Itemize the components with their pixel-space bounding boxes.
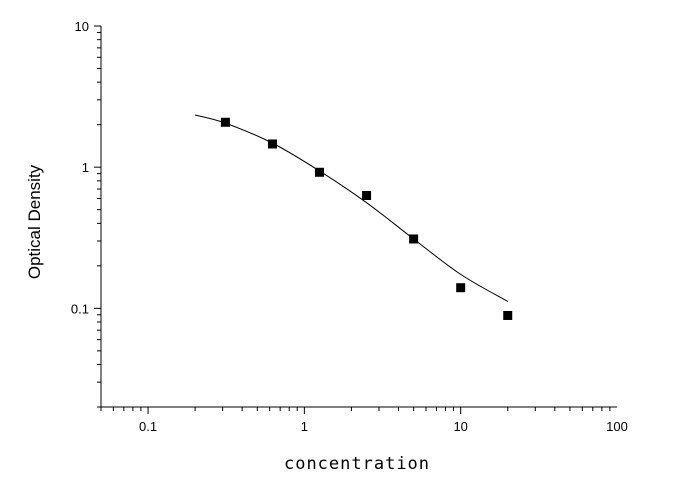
- y-axis-label: Optical Density: [25, 164, 44, 279]
- data-point: [220, 117, 230, 127]
- y-tick-label: 0.1: [71, 301, 89, 316]
- fit-curve: [194, 114, 508, 302]
- data-point: [267, 139, 277, 149]
- data-point: [315, 167, 325, 177]
- data-point: [409, 234, 419, 244]
- x-tick-label: 100: [606, 419, 628, 434]
- x-tick-label: 1: [301, 419, 308, 434]
- y-tick-label: 1: [82, 160, 89, 175]
- x-tick-label: 0.1: [139, 419, 157, 434]
- x-tick-label: 10: [453, 419, 467, 434]
- axes: 0.1 1 10 100 10 1 0.1: [71, 19, 628, 434]
- y-tick-label: 10: [75, 19, 89, 34]
- x-axis-label: concentration: [284, 454, 430, 474]
- data-point: [503, 310, 513, 320]
- data-point: [362, 190, 372, 200]
- data-points: [220, 117, 513, 320]
- data-point: [456, 283, 466, 293]
